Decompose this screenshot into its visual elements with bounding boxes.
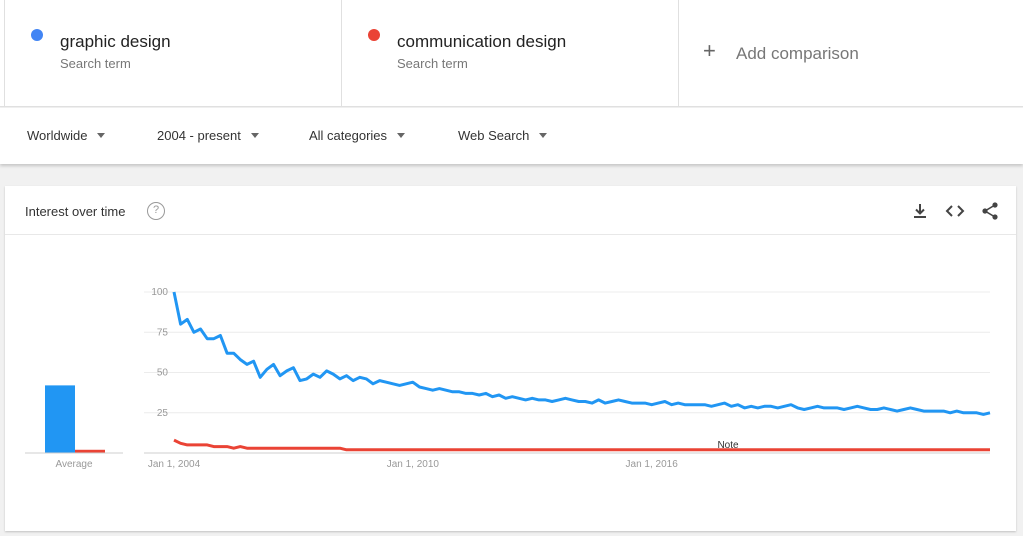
y-tick-label: 100 (151, 287, 168, 298)
search-term-name: graphic design (60, 32, 171, 51)
time-range-label: 2004 - present (157, 128, 241, 143)
filters-bar: Worldwide 2004 - present All categories … (0, 108, 1023, 164)
card-title: Interest over time (25, 204, 126, 219)
card-header: Interest over time ? (5, 186, 1016, 235)
search-property-dropdown[interactable]: Web Search (458, 128, 548, 143)
search-term-subtitle: Search term (397, 56, 468, 71)
series-color-dot (368, 29, 380, 41)
chart-notes: Note (717, 440, 739, 451)
average-bars: Average (25, 385, 123, 470)
x-axis-ticks: Jan 1, 2004 Jan 1, 2010 Jan 1, 2016 (148, 459, 678, 470)
note-marker: Note (717, 440, 739, 451)
category-dropdown[interactable]: All categories (309, 128, 406, 143)
x-tick-label: Jan 1, 2016 (626, 459, 679, 470)
average-bar (45, 385, 75, 453)
search-term-graphic-design[interactable]: graphic design Search term (4, 0, 341, 107)
series-line-graphic-design (172, 291, 991, 416)
chart-grid (144, 291, 990, 454)
y-tick-label: 25 (157, 408, 169, 419)
average-bar (75, 449, 105, 453)
embed-icon[interactable] (944, 200, 966, 222)
search-terms-bar: graphic design Search term communication… (0, 0, 1023, 107)
caret-down-icon (97, 133, 106, 138)
region-label: Worldwide (27, 128, 88, 143)
search-term-subtitle: Search term (60, 56, 131, 71)
share-icon[interactable] (979, 200, 1001, 222)
y-tick-label: 50 (157, 368, 169, 379)
x-tick-label: Jan 1, 2004 (148, 459, 201, 470)
region-dropdown[interactable]: Worldwide (27, 128, 106, 143)
help-icon[interactable]: ? (147, 202, 165, 220)
search-term-communication-design[interactable]: communication design Search term (341, 0, 678, 107)
caret-down-icon (397, 133, 406, 138)
caret-down-icon (539, 133, 548, 138)
add-comparison-label: Add comparison (736, 44, 859, 63)
time-range-dropdown[interactable]: 2004 - present (157, 128, 259, 143)
category-label: All categories (309, 128, 388, 143)
average-label: Average (55, 459, 93, 470)
download-icon[interactable] (909, 200, 931, 222)
y-tick-label: 75 (157, 327, 169, 338)
series-line-communication-design (173, 438, 990, 452)
x-tick-label: Jan 1, 2010 (387, 459, 440, 470)
add-comparison-button[interactable]: + Add comparison (678, 0, 1023, 107)
series-lines (172, 291, 991, 452)
search-term-name: communication design (397, 32, 567, 51)
plus-icon: + (703, 38, 716, 63)
series-color-dot (31, 29, 43, 41)
y-axis-ticks: 25 50 75 100 (151, 287, 168, 419)
caret-down-icon (250, 133, 259, 138)
interest-over-time-card: Interest over time ? 25 50 75 100 Jan 1, 20… (5, 186, 1016, 531)
search-property-label: Web Search (458, 128, 530, 143)
